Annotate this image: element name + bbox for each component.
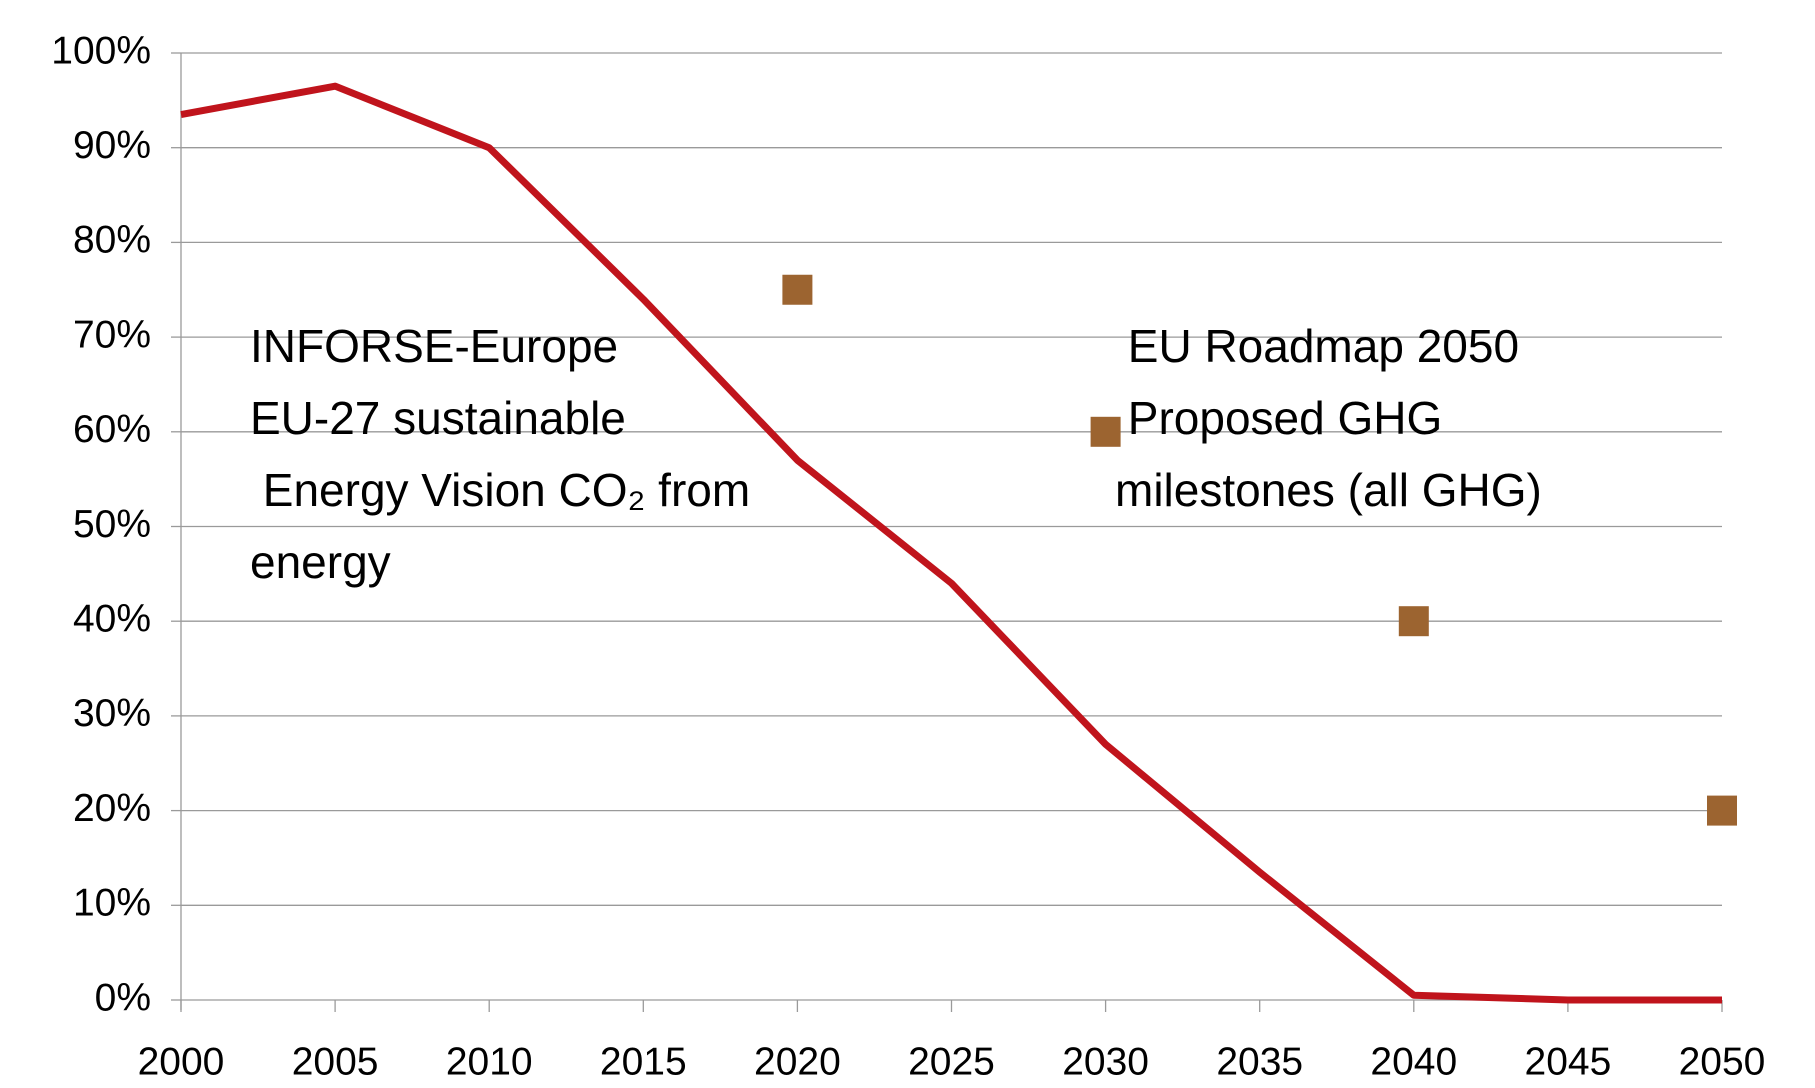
x-tick-label: 2005 [292, 1040, 379, 1083]
x-tick-label: 2015 [600, 1040, 687, 1083]
y-tick-label: 70% [73, 313, 151, 356]
x-tick-label: 2000 [138, 1040, 225, 1083]
line-series [180, 82, 1722, 1004]
y-tick-label: 20% [73, 787, 151, 830]
annotation: EU Roadmap 2050 [1115, 320, 1519, 372]
y-tick-label: 60% [73, 408, 151, 451]
y-tick-label: 80% [73, 219, 151, 262]
y-tick-label: 100% [51, 29, 151, 72]
x-tick-label: 2020 [754, 1040, 841, 1083]
annotation: INFORSE-Europe [250, 320, 618, 372]
y-tick-label: 90% [73, 124, 151, 167]
y-tick-label: 40% [73, 597, 151, 640]
x-tick-label: 2045 [1525, 1040, 1612, 1083]
x-tick-label: 2040 [1370, 1040, 1457, 1083]
annotation: Energy Vision CO₂ from [250, 464, 750, 516]
x-tick-label: 2025 [908, 1040, 995, 1083]
y-tick-label: 50% [73, 503, 151, 546]
x-tick-label: 2035 [1216, 1040, 1303, 1083]
marker [1398, 606, 1429, 637]
annotation: milestones (all GHG) [1115, 464, 1542, 516]
x-tick-label: 2030 [1062, 1040, 1149, 1083]
y-tick-label: 30% [73, 692, 151, 735]
marker [1090, 416, 1121, 447]
annotation: energy [250, 536, 391, 588]
annotation: EU-27 sustainable [250, 392, 626, 444]
marker [1707, 795, 1737, 826]
marker [782, 274, 813, 305]
y-tick-label: 10% [73, 882, 151, 925]
annotation: Proposed GHG [1115, 392, 1442, 444]
x-tick-label: 2010 [446, 1040, 533, 1083]
y-tick-label: 0% [95, 976, 151, 1019]
x-tick-label: 2050 [1679, 1040, 1766, 1083]
